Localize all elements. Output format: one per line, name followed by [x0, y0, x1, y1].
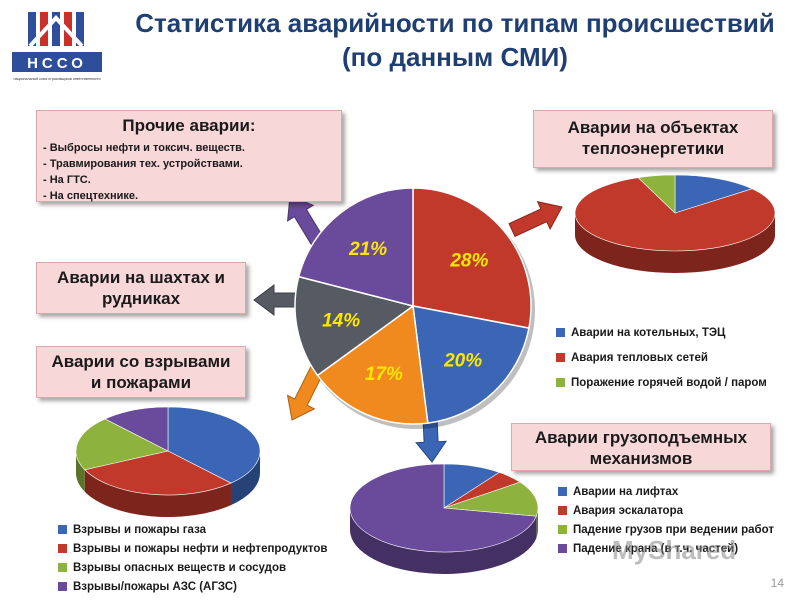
legend-label: Поражение горячей водой / паром — [571, 376, 767, 389]
legend-label: Падение крана (в т.ч. частей) — [573, 542, 739, 555]
legend-swatch — [58, 525, 67, 534]
pie-slice — [297, 187, 414, 307]
box-vzryvy: Аварии со взрывами и пожарами — [36, 346, 246, 398]
legend-swatch — [558, 525, 567, 534]
main-pie: 28% 20% 17% 14% 21% — [294, 187, 535, 429]
legend-label: Падение грузов при ведении работ — [573, 523, 775, 536]
legend-swatch — [58, 563, 67, 572]
box-teplo: Аварии на объектах теплоэнергетики — [533, 110, 773, 168]
legend-row: Взрывы опасных веществ и сосудов — [58, 558, 327, 577]
pie-slice — [637, 174, 676, 214]
pie-slice — [316, 304, 429, 425]
legend-row: Аварии на лифтах — [558, 482, 774, 501]
legend-row: Взрывы и пожары газа — [58, 520, 327, 539]
legend-swatch — [556, 378, 565, 387]
nsso-logo: НССО национальный союз страховщиков отве… — [12, 12, 102, 81]
legend-swatch — [58, 582, 67, 591]
legend-label: Взрывы опасных веществ и сосудов — [73, 561, 287, 574]
legend-label: Взрывы/пожары АЗС (АГЗС) — [73, 580, 237, 593]
pie-slice — [412, 187, 532, 329]
legend-swatch — [558, 487, 567, 496]
box-prochie-list: - Выбросы нефти и токсич. веществ. - Тра… — [43, 140, 335, 204]
page-number: 14 — [770, 576, 784, 590]
title-line-1: Статистика аварийности по типам происшес… — [135, 8, 775, 38]
watermark: MyShared — [612, 535, 737, 565]
pie-side — [230, 451, 260, 506]
logo-text: НССО — [27, 55, 87, 72]
pie-slice — [294, 275, 415, 377]
legend-swatch — [556, 353, 565, 362]
legend-row: Авария эскалатора — [558, 501, 774, 520]
legend-swatch — [558, 506, 567, 515]
pie-data-label: 17% — [365, 364, 403, 385]
pie-side — [350, 508, 537, 574]
pie-slice — [84, 450, 232, 496]
list-item: - Выбросы нефти и токсич. веществ. — [43, 142, 245, 154]
arrow-teplo — [508, 201, 563, 238]
pie-slice — [167, 406, 261, 484]
pie-slice — [574, 177, 776, 252]
pie-data-label: 28% — [449, 250, 488, 271]
pie-side — [575, 213, 775, 273]
arrow-shakhty — [253, 284, 299, 316]
legend-row: Авария тепловых сетей — [556, 348, 767, 367]
legend-vzryvy: Взрывы и пожары газа Взрывы и пожары неф… — [58, 520, 327, 596]
legend-row: Аварии на котельных, ТЭЦ — [556, 323, 767, 342]
legend-label: Авария тепловых сетей — [571, 351, 708, 364]
box-shakhty: Аварии на шахтах и рудниках — [36, 262, 246, 314]
legend-swatch — [556, 328, 565, 337]
list-item: - На спецтехнике. — [43, 190, 139, 202]
legend-label: Взрывы и пожары газа — [73, 523, 207, 536]
pie-slice — [412, 305, 530, 424]
list-item: - На ГТС. — [43, 174, 91, 186]
pie-slice — [349, 463, 537, 553]
pie-side — [84, 469, 231, 517]
list-item: - Травмирования тех. устройствами. — [43, 158, 243, 170]
legend-swatch — [58, 544, 67, 553]
legend-label: Аварии на лифтах — [573, 485, 679, 498]
pie-slice — [104, 406, 169, 452]
legend-gruz: Аварии на лифтах Авария эскалатора Паден… — [558, 482, 774, 558]
arrow-prochie — [286, 195, 325, 247]
box-prochie: Прочие аварии: - Выбросы нефти и токсич.… — [36, 110, 342, 202]
gruz-pie — [349, 463, 539, 574]
pie-slice — [674, 174, 753, 214]
title-line-2: (по данным СМИ) — [342, 42, 568, 72]
legend-row: Падение крана (в т.ч. частей) — [558, 539, 774, 558]
legend-label: Авария эскалатора — [573, 504, 683, 517]
pie-data-label: 14% — [322, 311, 360, 332]
pie-slice — [443, 481, 539, 517]
slide-title: Статистика аварийности по типам происшес… — [120, 6, 790, 74]
box-prochie-title: Прочие аварии: — [122, 116, 256, 135]
logo-caption: национальный союз страховщиков ответстве… — [14, 77, 101, 81]
legend-label: Аварии на котельных, ТЭЦ — [571, 326, 726, 339]
vzryvy-pie — [75, 406, 261, 517]
legend-label: Взрывы и пожары нефти и нефтепродуктов — [73, 542, 328, 555]
legend-row: Взрывы и пожары нефти и нефтепродуктов — [58, 539, 327, 558]
box-gruz: Аварии грузоподъемных механизмов — [511, 423, 771, 471]
pie-slice — [75, 418, 169, 471]
legend-row: Взрывы/пожары АЗС (АГЗС) — [58, 577, 327, 596]
legend-row: Поражение горячей водой / паром — [556, 373, 767, 392]
legend-teplo: Аварии на котельных, ТЭЦ Авария тепловых… — [556, 323, 767, 392]
teplo-pie — [574, 174, 776, 273]
pie-data-label: 20% — [443, 350, 482, 371]
logo-icon — [28, 12, 84, 48]
pie-data-label: 21% — [348, 239, 387, 260]
legend-row: Падение грузов при ведении работ — [558, 520, 774, 539]
legend-swatch — [558, 544, 567, 553]
